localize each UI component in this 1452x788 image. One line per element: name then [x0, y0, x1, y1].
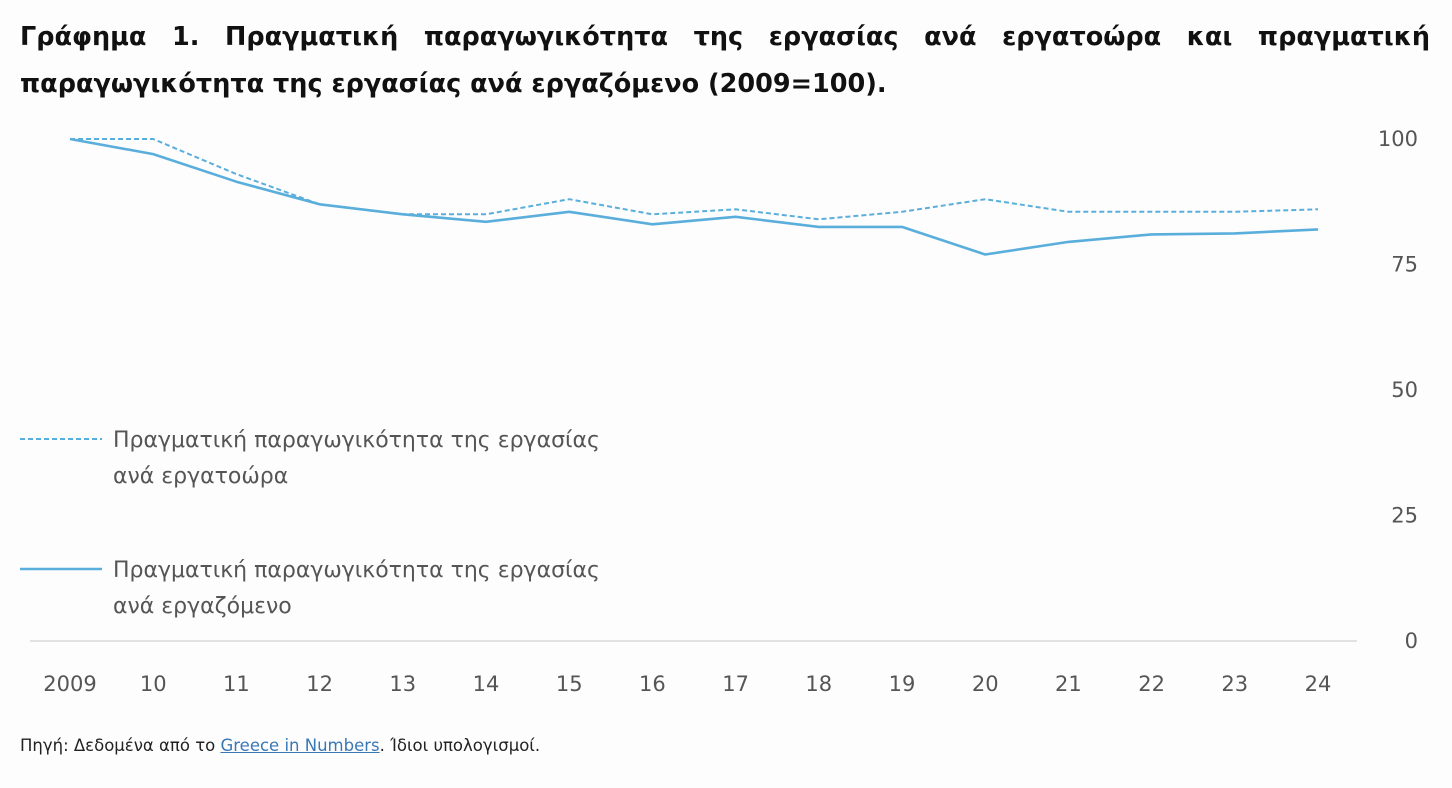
- source-note: Πηγή: Δεδομένα από το Greece in Numbers.…: [20, 736, 540, 755]
- x-tick-label: 24: [1305, 672, 1332, 696]
- x-tick-label: 10: [140, 672, 167, 696]
- y-tick-label: 25: [1391, 504, 1418, 528]
- legend-label: ανά εργατοώρα: [113, 464, 288, 489]
- x-tick-label: 21: [1055, 672, 1082, 696]
- x-tick-label: 16: [639, 672, 666, 696]
- legend-label: Πραγματική παραγωγικότητα της εργασίας: [113, 558, 600, 583]
- x-tick-label: 17: [722, 672, 749, 696]
- source-suffix: . Ίδιοι υπολογισμοί.: [379, 736, 541, 755]
- y-tick-label: 75: [1391, 253, 1418, 277]
- x-tick-label: 12: [306, 672, 333, 696]
- x-tick-label: 14: [473, 672, 500, 696]
- legend-label: Πραγματική παραγωγικότητα της εργασίας: [113, 428, 600, 453]
- x-tick-label: 15: [556, 672, 583, 696]
- y-tick-label: 50: [1391, 378, 1418, 402]
- chart-title: Γράφημα 1. Πραγματική παραγωγικότητα της…: [20, 22, 1430, 99]
- legend-label: ανά εργαζόμενο: [113, 594, 292, 619]
- source-link[interactable]: Greece in Numbers: [220, 736, 380, 755]
- y-tick-label: 0: [1405, 629, 1418, 653]
- y-tick-label: 100: [1378, 127, 1418, 151]
- x-tick-label: 19: [889, 672, 916, 696]
- series-line-per-hour: [70, 138, 1319, 221]
- x-tick-label: 18: [805, 672, 832, 696]
- x-tick-label: 2009: [43, 672, 96, 696]
- x-tick-label: 22: [1138, 672, 1165, 696]
- x-tick-label: 20: [972, 672, 999, 696]
- x-tick-label: 23: [1221, 672, 1248, 696]
- x-tick-label: 13: [389, 672, 416, 696]
- series-line-per-employee: [69, 137, 1319, 256]
- source-prefix: Πηγή: Δεδομένα από το: [20, 736, 221, 755]
- x-tick-label: 11: [223, 672, 250, 696]
